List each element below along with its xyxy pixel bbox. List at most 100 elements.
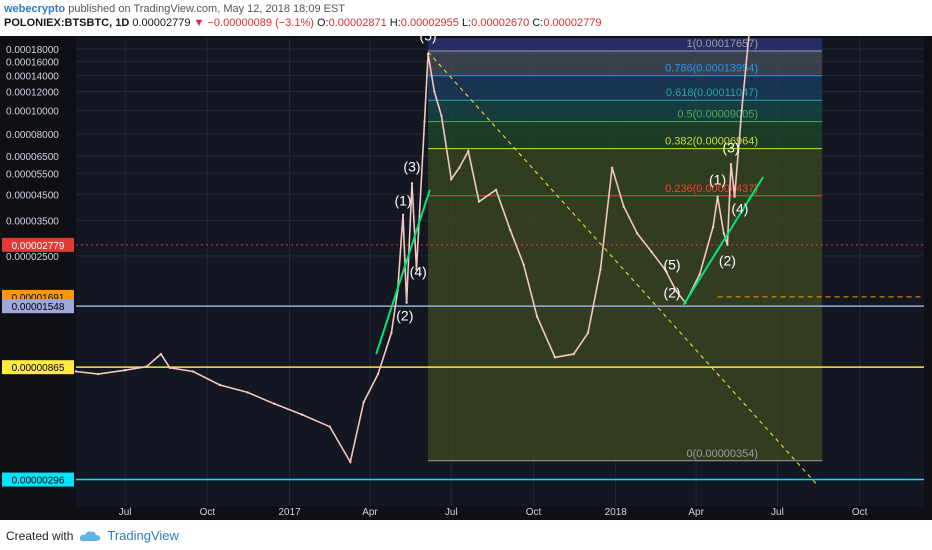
fib-level-label: 0.5(0.00009005): [677, 109, 758, 121]
x-tick-label: Oct: [852, 507, 868, 518]
price-point: [711, 225, 715, 229]
price-point: [433, 90, 436, 93]
price-tag: [2, 299, 74, 314]
price-point: [450, 177, 453, 181]
price-point: [675, 290, 678, 293]
y-tick-label: 0.00012000: [6, 88, 59, 99]
diagonal-resistance-line: [427, 51, 819, 486]
price-tag: [2, 360, 74, 375]
price-point: [599, 268, 602, 271]
price-point: [729, 162, 733, 166]
price-point: [610, 166, 614, 169]
price-point: [458, 166, 461, 169]
fib-level-label: 0.786(0.00013954): [665, 63, 758, 75]
footer: Created with TradingView: [6, 528, 179, 543]
tradingview-link[interactable]: TradingView: [107, 528, 179, 543]
wave-label: (3): [403, 158, 420, 174]
low-value: 0.00002670: [471, 17, 530, 29]
wave-label: (4): [410, 264, 427, 280]
fib-zone: [428, 121, 823, 149]
price-point: [145, 365, 148, 368]
x-tick-label: Oct: [526, 507, 542, 518]
price-point: [726, 243, 729, 247]
price-point: [477, 200, 481, 203]
price-point: [509, 228, 512, 232]
price-point: [218, 383, 222, 387]
price-tag: [2, 237, 74, 252]
x-tick-label: Apr: [688, 507, 704, 518]
x-tick-label: 2017: [278, 507, 301, 518]
high-value: 0.00002955: [400, 17, 459, 29]
price-tag-label: 0.00002779: [12, 241, 65, 252]
price-point: [733, 195, 736, 198]
last-price: 0.00002779: [132, 17, 191, 29]
price-point: [159, 352, 163, 356]
price-tag-label: 0.00001548: [12, 302, 65, 313]
price-point: [494, 188, 498, 191]
price-point: [390, 331, 393, 335]
price-point: [572, 352, 575, 356]
fib-level-label: 0.618(0.00011047): [666, 87, 758, 99]
fib-level-label: 0.382(0.00006964): [665, 136, 758, 148]
x-tick-label: Jul: [771, 507, 784, 518]
price-point: [74, 370, 78, 373]
x-tick-label: Jul: [445, 507, 458, 518]
price-chart[interactable]: 1(0.00017657) 0.786(0.00013954) 0.618(0.00…: [0, 36, 932, 520]
y-tick-label: 0.00008000: [6, 130, 59, 141]
price-point: [522, 263, 525, 266]
price-point: [415, 268, 418, 271]
fib-zone-top: [428, 38, 823, 52]
close-value: 0.00002779: [543, 17, 602, 29]
price-point: [191, 370, 195, 373]
y-tick-label: 0.00016000: [6, 57, 59, 68]
price-point: [376, 372, 380, 376]
price-tag-label: 0.00001691: [12, 293, 65, 304]
price-point: [747, 36, 750, 37]
y-tick-label: 0.00010000: [6, 107, 59, 118]
price-point: [586, 331, 590, 335]
wave-label: (4): [731, 200, 748, 216]
y-tick-label: 0.00006500: [6, 152, 59, 163]
y-tick-label: 0.00004500: [6, 190, 59, 201]
author-link[interactable]: webecrypto: [4, 3, 66, 15]
fib-level-label: 1(0.00017657): [687, 38, 759, 50]
price-point: [97, 372, 100, 376]
fib-zone: [428, 75, 823, 101]
symbol-name: POLONIEX:BTSBTC, 1D: [4, 17, 130, 29]
price-tag-label: 0.00000865: [12, 363, 65, 374]
wave-label: (1): [709, 171, 726, 187]
price-point: [423, 120, 426, 123]
price-point: [440, 114, 443, 118]
price-change: −0.00000089 (−3.1%): [207, 17, 314, 29]
created-with-text: Created with: [6, 528, 74, 543]
open-value: 0.00002871: [328, 17, 387, 29]
price-point: [716, 195, 719, 198]
high-label: H:: [389, 17, 401, 29]
price-point: [698, 273, 701, 276]
symbol-line: POLONIEX:BTSBTC, 1D 0.00002779 ▼ −0.0000…: [4, 17, 601, 29]
wave-label: (5): [663, 256, 680, 272]
wave-label: (2): [396, 308, 413, 324]
price-point: [273, 402, 276, 405]
price-point: [663, 268, 667, 271]
price-point: [405, 301, 408, 304]
price-point: [328, 425, 331, 428]
price-tag: [2, 472, 74, 487]
low-label: L:: [461, 17, 472, 29]
fib-zone: [428, 51, 823, 76]
wave-label: (1): [394, 192, 411, 208]
price-tag-label: 0.00000296: [12, 476, 65, 487]
down-arrow-icon: ▼: [193, 17, 205, 29]
y-tick-label: 0.00003500: [6, 217, 59, 228]
wave-label: (5): [420, 36, 437, 44]
open-label: O:: [316, 17, 329, 29]
y-tick-label: 0.00002500: [6, 252, 59, 263]
fib-zone: [428, 195, 823, 461]
fib-level-label: 0(0.00000354): [687, 448, 759, 460]
y-tick-label: 0.00014000: [6, 71, 59, 82]
price-point: [401, 213, 405, 217]
published-text: published on TradingView.com, May 12, 20…: [68, 3, 346, 15]
x-tick-label: Apr: [362, 507, 378, 518]
price-point: [168, 366, 172, 369]
price-point: [426, 52, 430, 56]
